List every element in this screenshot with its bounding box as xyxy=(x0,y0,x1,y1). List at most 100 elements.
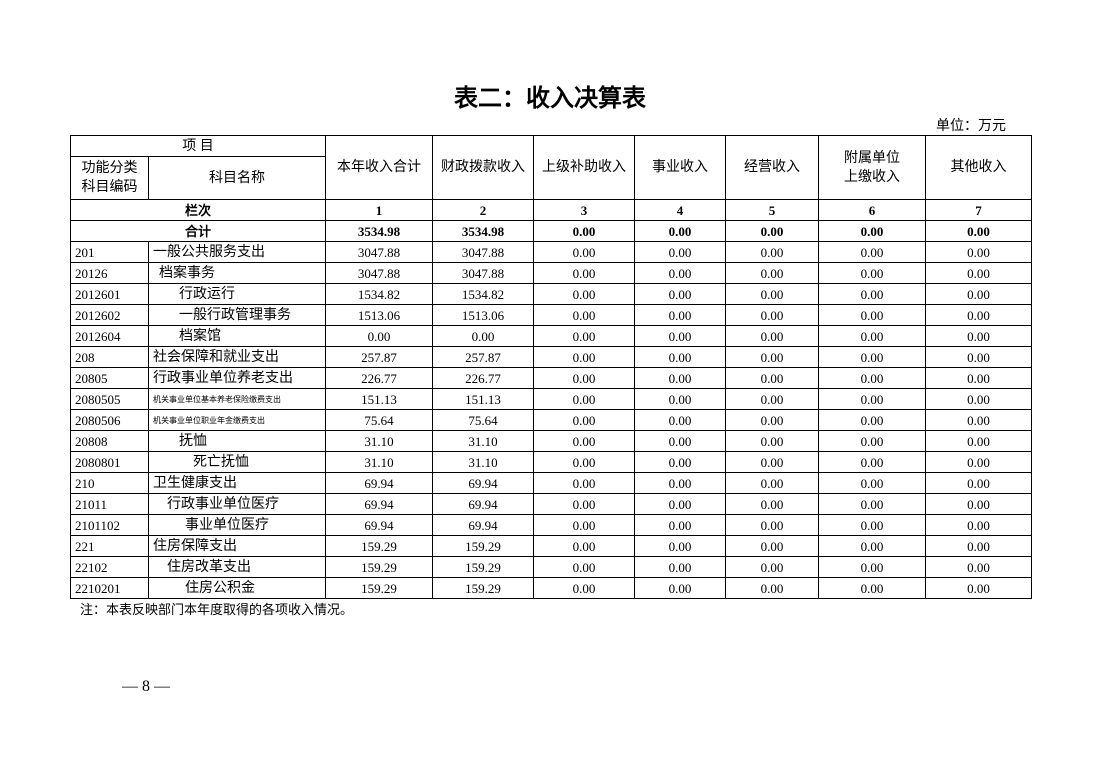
income-value: 0.00 xyxy=(634,451,726,473)
income-value: 0.00 xyxy=(818,367,926,389)
header-cell: 其他收入 xyxy=(925,135,1032,200)
table-row: 2012602 一般行政管理事务 1513.06 1513.06 0.00 0.00 0.0… xyxy=(70,304,1032,326)
income-value: 0.00 xyxy=(925,514,1032,536)
income-value: 0.00 xyxy=(818,346,926,368)
income-value: 0.00 xyxy=(725,367,819,389)
income-value: 1513.06 xyxy=(325,304,433,326)
table-row: 210 卫生健康支出 69.94 69.94 0.00 0.00 0.00 0.00 0.00 xyxy=(70,472,1032,494)
income-value: 31.10 xyxy=(325,451,433,473)
income-value: 0.00 xyxy=(325,325,433,347)
header-cell: 上级补助收入 xyxy=(533,135,635,200)
income-value: 0.00 xyxy=(634,556,726,578)
income-value: 0.00 xyxy=(725,283,819,305)
income-value: 0.00 xyxy=(634,346,726,368)
income-value: 0.00 xyxy=(925,367,1032,389)
income-value: 159.29 xyxy=(432,535,534,557)
income-value: 75.64 xyxy=(325,409,433,431)
subject-code: 210 xyxy=(70,472,149,494)
total-value: 0.00 xyxy=(818,220,926,242)
table-row: 208 社会保障和就业支出 257.87 257.87 0.00 0.00 0.00 0.00… xyxy=(70,346,1032,368)
income-value: 0.00 xyxy=(634,283,726,305)
income-value: 0.00 xyxy=(818,241,926,263)
income-value: 0.00 xyxy=(634,304,726,326)
subject-name: 抚恤 xyxy=(148,430,326,452)
table-row: 2101102 事业单位医疗 69.94 69.94 0.00 0.00 0.00 0.00 0… xyxy=(70,514,1032,536)
income-value: 0.00 xyxy=(533,409,635,431)
table-row: 栏次 1 2 3 4 5 6 7 xyxy=(70,199,1032,221)
income-value: 0.00 xyxy=(533,346,635,368)
income-value: 0.00 xyxy=(634,409,726,431)
income-value: 0.00 xyxy=(533,472,635,494)
header-cell: 经营收入 xyxy=(725,135,819,200)
income-value: 0.00 xyxy=(634,388,726,410)
income-value: 0.00 xyxy=(634,472,726,494)
total-value: 0.00 xyxy=(925,220,1032,242)
subject-code: 22102 xyxy=(70,556,149,578)
unit: 单位：万元 xyxy=(936,119,1006,134)
income-value: 0.00 xyxy=(725,514,819,536)
income-value: 0.00 xyxy=(925,493,1032,515)
income-value: 0.00 xyxy=(634,514,726,536)
income-value: 0.00 xyxy=(818,388,926,410)
income-value: 0.00 xyxy=(818,514,926,536)
table-row: 20126 档案事务 3047.88 3047.88 0.00 0.00 0.00 0.00 0… xyxy=(70,262,1032,284)
income-value: 69.94 xyxy=(325,493,433,515)
income-value: 69.94 xyxy=(325,472,433,494)
income-value: 0.00 xyxy=(818,493,926,515)
column-index: 3 xyxy=(533,199,635,221)
income-value: 0.00 xyxy=(818,283,926,305)
header-cell: 功能分类 科目编码 xyxy=(70,156,149,200)
header-cell: 财政拨款收入 xyxy=(432,135,534,200)
table-row: 2012604 档案馆 0.00 0.00 0.00 0.00 0.00 0.00 0.00 xyxy=(70,325,1032,347)
header-cell: 事业收入 xyxy=(634,135,726,200)
income-value: 257.87 xyxy=(432,346,534,368)
table-row: 21011 行政事业单位医疗 69.94 69.94 0.00 0.00 0.00 0.00 0… xyxy=(70,493,1032,515)
income-value: 0.00 xyxy=(533,451,635,473)
income-value: 0.00 xyxy=(533,304,635,326)
income-value: 0.00 xyxy=(925,346,1032,368)
subject-name: 一般公共服务支出 xyxy=(148,241,326,263)
column-index: 1 xyxy=(325,199,433,221)
title: 表二：收入决算表 xyxy=(454,86,646,112)
income-value: 226.77 xyxy=(432,367,534,389)
income-value: 0.00 xyxy=(818,262,926,284)
income-value: 0.00 xyxy=(725,346,819,368)
table-row: 22102 住房改革支出 159.29 159.29 0.00 0.00 0.00 0.00 0… xyxy=(70,556,1032,578)
income-value: 0.00 xyxy=(634,241,726,263)
income-value: 0.00 xyxy=(725,451,819,473)
note: 注：本表反映部门本年度取得的各项收入情况。 xyxy=(80,602,354,617)
income-value: 0.00 xyxy=(725,304,819,326)
header-cell: 科目名称 xyxy=(148,156,326,200)
subject-code: 20126 xyxy=(70,262,149,284)
subject-name: 行政运行 xyxy=(148,283,326,305)
income-value: 0.00 xyxy=(725,262,819,284)
income-value: 0.00 xyxy=(818,472,926,494)
income-value: 0.00 xyxy=(634,325,726,347)
column-index: 7 xyxy=(925,199,1032,221)
subject-name: 行政事业单位养老支出 xyxy=(148,367,326,389)
income-value: 0.00 xyxy=(533,325,635,347)
subject-name: 住房公积金 xyxy=(148,577,326,599)
income-value: 159.29 xyxy=(432,577,534,599)
income-value: 0.00 xyxy=(634,430,726,452)
income-value: 226.77 xyxy=(325,367,433,389)
total-value: 0.00 xyxy=(725,220,819,242)
subject-name: 住房改革支出 xyxy=(148,556,326,578)
income-value: 0.00 xyxy=(634,367,726,389)
income-value: 0.00 xyxy=(533,283,635,305)
header-line: 附属单位 xyxy=(844,150,900,166)
column-index-label: 栏次 xyxy=(70,199,326,221)
column-index: 4 xyxy=(634,199,726,221)
subject-code: 208 xyxy=(70,346,149,368)
subject-code: 2080801 xyxy=(70,451,149,473)
income-value: 0.00 xyxy=(925,262,1032,284)
total-value: 3534.98 xyxy=(432,220,534,242)
income-value: 0.00 xyxy=(925,535,1032,557)
income-value: 31.10 xyxy=(325,430,433,452)
income-value: 0.00 xyxy=(925,304,1032,326)
subject-name: 档案馆 xyxy=(148,325,326,347)
income-value: 0.00 xyxy=(634,262,726,284)
income-value: 0.00 xyxy=(925,283,1032,305)
income-value: 159.29 xyxy=(325,556,433,578)
income-value: 1534.82 xyxy=(432,283,534,305)
